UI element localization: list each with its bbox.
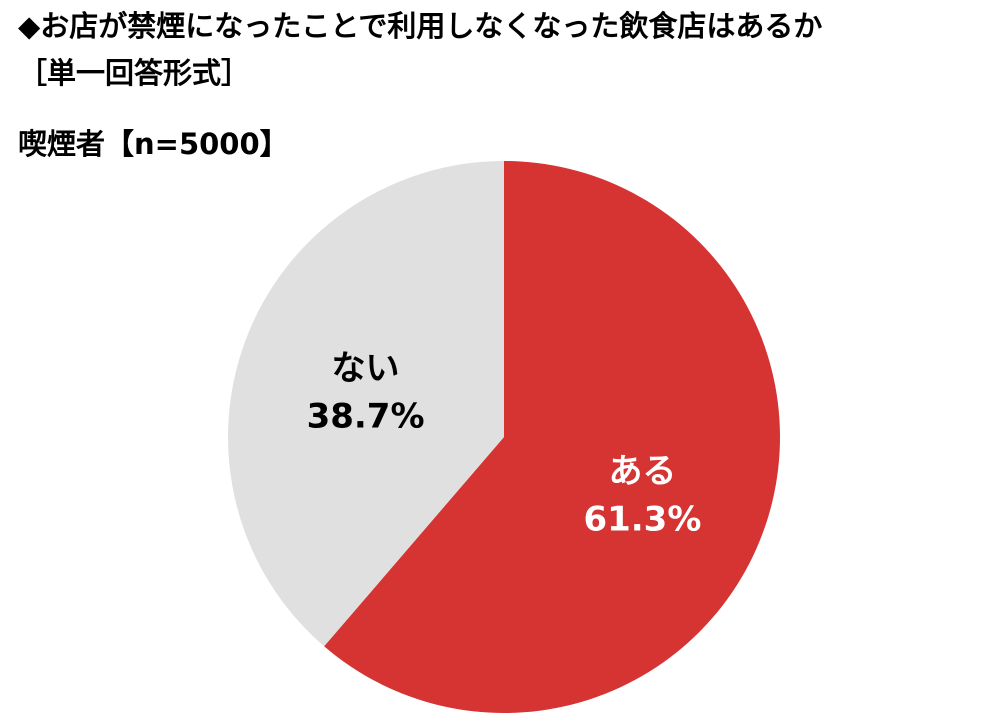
- chart-subtitle: ［単一回答形式］: [18, 56, 251, 90]
- slice-value-label-1: 38.7%: [307, 397, 425, 437]
- pie-slices: [228, 161, 780, 713]
- pie-slice-0: [324, 161, 780, 713]
- chart-title: ◆お店が禁煙になったことで利用しなくなった飲食店はあるか: [18, 9, 823, 43]
- slice-value-label-0: 61.3%: [583, 499, 701, 539]
- sample-size-label: 喫煙者【n=5000】: [18, 127, 289, 161]
- pie-slice-1: [228, 161, 505, 647]
- slice-name-label-0: ある: [608, 451, 676, 491]
- slice-name-label-1: ない: [332, 349, 400, 389]
- pie-labels: ある 61.3% ない 38.7%: [307, 349, 702, 540]
